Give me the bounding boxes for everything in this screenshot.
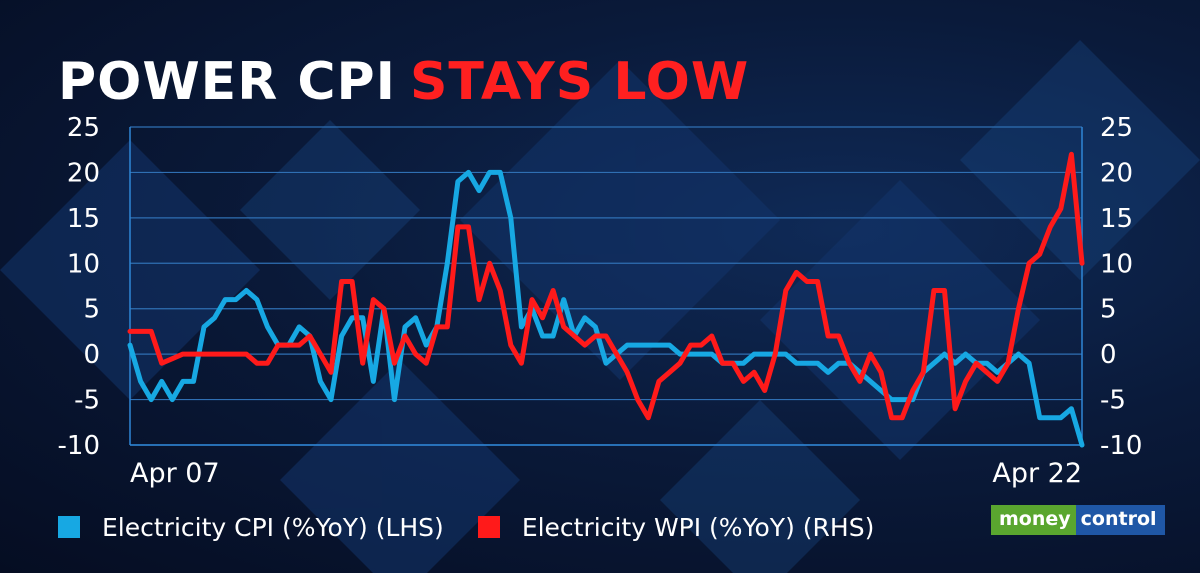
chart-title: POWER CPI STAYS LOW [58,52,749,112]
right-tick-label-3: 10 [1100,249,1133,279]
x-tick-label-end: Apr 22 [992,458,1082,489]
right-tick-label-6: -5 [1100,386,1126,416]
left-tick-label-5: 0 [83,340,100,370]
left-tick-label-7: -10 [58,431,100,461]
title-part-white: POWER CPI [58,52,396,112]
left-tick-label-0: 25 [67,113,100,143]
moneycontrol-logo: money control [991,505,1165,535]
legend-item-cpi: Electricity CPI (%YoY) (LHS) [58,513,444,542]
left-tick-label-2: 15 [67,204,100,234]
logo-part-control: control [1075,505,1165,535]
legend-label-cpi: Electricity CPI (%YoY) (LHS) [102,512,444,542]
right-tick-label-7: -10 [1100,431,1142,461]
right-tick-label-1: 20 [1100,158,1133,188]
right-tick-label-0: 25 [1100,113,1133,143]
legend: Electricity CPI (%YoY) (LHS) Electricity… [58,510,908,544]
right-tick-label-2: 15 [1100,204,1133,234]
left-tick-label-4: 5 [83,295,100,325]
title-part-red: STAYS LOW [409,52,750,112]
left-tick-label-1: 20 [67,158,100,188]
left-tick-label-6: -5 [74,386,100,416]
right-tick-label-4: 5 [1100,295,1117,325]
legend-label-wpi: Electricity WPI (%YoY) (RHS) [521,512,875,542]
right-tick-label-5: 0 [1100,340,1117,370]
legend-item-wpi: Electricity WPI (%YoY) (RHS) [477,512,875,542]
series-line-wpi [127,151,1085,421]
x-tick-label-start: Apr 07 [130,458,220,489]
legend-swatch-cpi [58,516,80,538]
legend-swatch-wpi [477,516,500,538]
left-tick-label-3: 10 [67,249,100,279]
logo-part-money: money [991,505,1076,535]
